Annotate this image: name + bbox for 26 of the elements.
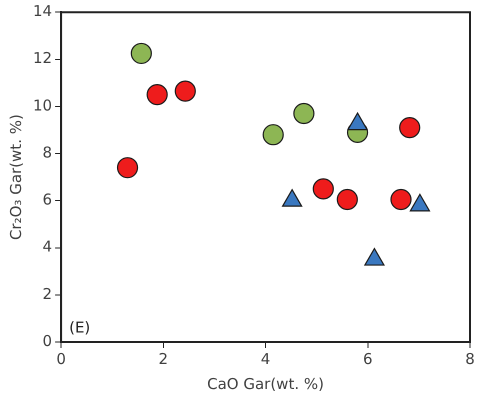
x-tick-label: 2 (158, 350, 168, 368)
point (130, 42, 152, 64)
x-axis-title: CaO Gar(wt. %) (207, 374, 324, 393)
y-tick-label: 14 (32, 2, 52, 20)
y-tick-label: 8 (42, 143, 52, 162)
x-tick-label: 0 (56, 350, 66, 368)
x-tick-label: 4 (260, 350, 270, 368)
point (293, 102, 314, 124)
x-tick-label: 6 (363, 350, 373, 368)
y-axis-title: Cr₂O₃ Gar(wt. %) (6, 114, 25, 240)
y-tick-label: 4 (42, 238, 52, 256)
annotation: (E) (69, 318, 90, 336)
point (146, 84, 168, 106)
x-tick-label: 8 (465, 350, 475, 368)
point (116, 157, 138, 178)
point (312, 178, 334, 200)
y-tick-label: 2 (42, 284, 52, 303)
point (336, 188, 358, 210)
point (174, 80, 196, 102)
y-tick-label: 10 (32, 96, 52, 114)
point (399, 117, 420, 138)
y-tick-label: 6 (42, 190, 52, 209)
y-tick-label: 0 (42, 332, 52, 350)
point (262, 124, 284, 146)
y-tick-label: 12 (32, 49, 52, 68)
point (390, 188, 412, 210)
